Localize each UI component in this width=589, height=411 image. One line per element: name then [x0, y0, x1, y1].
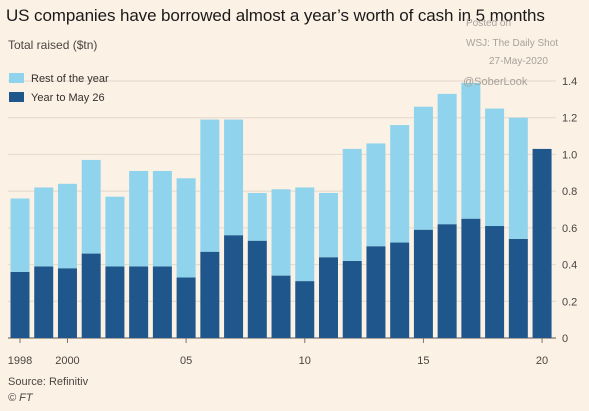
bar-rest-of-year-2007 — [224, 119, 244, 236]
bar-year-to-may-2012 — [342, 260, 362, 338]
y-axis-ticks: 0 0.2 0.4 0.6 0.8 1.0 1.2 1.4 — [562, 76, 577, 345]
bar-rest-of-year-2008 — [247, 192, 267, 241]
x-tick-label: 10 — [299, 355, 311, 367]
x-tick-label: 15 — [417, 355, 429, 367]
bar-rest-of-year-2016 — [437, 93, 457, 225]
bar-year-to-may-2004 — [152, 266, 172, 338]
bar-year-to-may-1999 — [34, 266, 54, 338]
bar-year-to-may-2002 — [105, 266, 125, 338]
bar-rest-of-year-2002 — [105, 196, 125, 267]
bar-rest-of-year-1999 — [34, 187, 54, 267]
legend-swatch — [9, 92, 24, 102]
y-tick-label: 0.4 — [562, 260, 577, 272]
bar-rest-of-year-2013 — [366, 143, 386, 247]
bar-year-to-may-2000 — [57, 268, 77, 338]
y-tick-label: 1.2 — [562, 113, 577, 125]
bar-year-to-may-2020 — [532, 148, 552, 338]
y-tick-label: 0 — [562, 333, 568, 345]
y-tick-label: 1.4 — [562, 76, 577, 88]
bar-year-to-may-2016 — [437, 224, 457, 338]
x-axis-ticks: 1998 2000 05 10 15 20 — [8, 338, 548, 367]
bar-rest-of-year-2011 — [318, 192, 338, 258]
legend-label: Year to May 26 — [31, 92, 105, 104]
bar-rest-of-year-2014 — [390, 125, 410, 243]
watermark-outlet: WSJ: The Daily Shot — [466, 38, 559, 49]
watermark-date: 27-May-2020 — [489, 56, 548, 67]
bar-year-to-may-2006 — [200, 251, 220, 338]
legend-label: Rest of the year — [31, 73, 109, 85]
bar-rest-of-year-2003 — [129, 170, 149, 267]
bar-rest-of-year-2005 — [176, 178, 196, 278]
source-note: Source: Refinitiv — [8, 376, 89, 388]
bar-year-to-may-2017 — [461, 218, 481, 338]
bar-rest-of-year-2006 — [200, 119, 220, 252]
chart-subtitle: Total raised ($tn) — [8, 38, 98, 52]
bar-year-to-may-2013 — [366, 246, 386, 338]
bar-rest-of-year-2019 — [508, 117, 528, 239]
bar-year-to-may-2011 — [318, 257, 338, 338]
legend: Rest of the year Year to May 26 — [9, 73, 109, 104]
bar-year-to-may-1998 — [10, 271, 30, 338]
legend-swatch — [9, 73, 24, 83]
bar-year-to-may-2008 — [247, 240, 267, 338]
copyright-note: © FT — [8, 392, 33, 404]
watermark-posted-on: Posted on — [466, 18, 512, 29]
x-tick-label: 1998 — [8, 355, 32, 367]
x-tick-label: 20 — [536, 355, 548, 367]
bar-year-to-may-2005 — [176, 277, 196, 338]
bars — [10, 82, 552, 338]
bar-year-to-may-2003 — [129, 266, 149, 338]
bar-year-to-may-2009 — [271, 275, 291, 338]
y-tick-label: 0.2 — [562, 296, 577, 308]
bar-rest-of-year-1998 — [10, 198, 30, 272]
bar-rest-of-year-2009 — [271, 189, 291, 276]
bar-rest-of-year-2012 — [342, 148, 362, 261]
x-tick-label: 05 — [180, 355, 192, 367]
y-tick-label: 0.6 — [562, 223, 577, 235]
bar-rest-of-year-2017 — [461, 82, 481, 219]
y-tick-label: 0.8 — [562, 186, 577, 198]
bar-year-to-may-2001 — [81, 253, 101, 338]
bar-year-to-may-2014 — [390, 242, 410, 338]
bar-rest-of-year-2010 — [295, 187, 315, 282]
bar-year-to-may-2010 — [295, 281, 315, 338]
bar-rest-of-year-2015 — [413, 106, 433, 230]
bar-rest-of-year-2018 — [485, 108, 505, 227]
chart-title: US companies have borrowed almost a year… — [6, 6, 545, 25]
bar-year-to-may-2018 — [485, 226, 505, 338]
bar-year-to-may-2015 — [413, 229, 433, 338]
bar-year-to-may-2007 — [224, 235, 244, 338]
x-tick-label: 2000 — [55, 355, 79, 367]
bar-rest-of-year-2001 — [81, 159, 101, 254]
y-tick-label: 1.0 — [562, 149, 577, 161]
bar-year-to-may-2019 — [508, 238, 528, 338]
watermark-handle: @SoberLook — [463, 76, 528, 88]
bar-rest-of-year-2004 — [152, 170, 172, 267]
bar-rest-of-year-2000 — [57, 183, 77, 269]
